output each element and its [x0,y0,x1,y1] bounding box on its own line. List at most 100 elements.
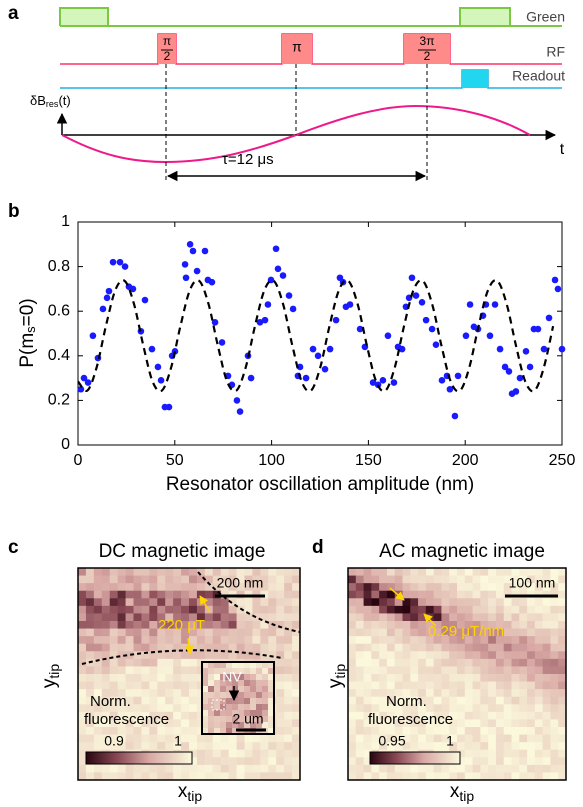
heatmap-pixel [519,757,528,766]
heatmap-pixel [394,696,403,705]
heatmap-pixel [173,734,182,743]
heatmap-pixel [534,575,544,584]
heatmap-frame [347,567,567,781]
heatmap-pixel [212,636,222,645]
heatmap-pixel [232,698,239,705]
heatmap-pixel [141,621,150,629]
heatmap-pixel [149,689,158,698]
heatmap-pixel [394,711,403,720]
heatmap-pixel [260,575,269,584]
heatmap-pixel [433,628,442,637]
heatmap-pixel [173,727,182,735]
heatmap-pixel [394,583,403,592]
heatmap-pixel [202,728,209,735]
heatmap-pixel [220,674,227,681]
heatmap-pixel [394,598,403,607]
heatmap-pixel [125,636,134,645]
heatmap-pixel [503,764,512,773]
heatmap-pixel [204,764,214,773]
heatmap-pixel [441,605,450,614]
heatmap-pixel [464,704,473,713]
heatmap-pixel [189,598,198,607]
heatmap-pixel [457,764,466,773]
heatmap-pixel [386,583,396,592]
heatmap-pixel [220,628,230,637]
heatmap-pixel [157,613,166,622]
data-point [379,377,387,384]
heatmap-pixel [464,575,473,584]
heatmap-pixel [181,605,190,614]
heatmap-pixel [117,696,126,705]
data-point [369,379,377,386]
heatmap-pixel [488,651,497,660]
heatmap-pixel [85,704,95,713]
heatmap-pixel [85,598,95,607]
heatmap-pixel [371,613,380,622]
heatmap-pixel [292,764,301,773]
data-point [289,305,297,313]
heatmap-pixel [268,772,277,781]
heatmap-pixel [394,636,403,645]
heatmap-pixel [117,764,126,773]
heatmap-pixel [196,583,206,592]
x-tick-label: 250 [549,452,576,469]
heatmap-pixel [550,704,559,713]
heatmap-pixel [472,605,481,614]
heatmap-pixel [284,568,293,576]
heatmap-pixel [527,568,536,576]
heatmap-pixel [534,628,544,637]
heatmap-pixel [208,704,215,711]
heatmap-pixel [418,643,427,652]
heatmap-pixel [488,749,497,758]
heatmap-pixel [534,689,544,698]
heatmap-pixel [189,719,198,728]
heatmap-pixel [292,674,301,682]
heatmap-pixel [173,568,182,576]
heatmap-pixel [472,613,481,622]
heatmap-pixel [495,613,505,622]
heatmap-pixel [457,643,466,652]
heatmap-pixel [133,696,142,705]
panel-label: a [8,3,19,24]
heatmap-pixel [101,734,111,743]
heatmap-pixel [410,590,419,599]
pulse-label: 2 [424,49,431,63]
heatmap-pixel [363,628,372,637]
heatmap-pixel [276,598,285,607]
heatmap-pixel [472,742,481,751]
heatmap-pixel [449,575,458,584]
heatmap-pixel [268,716,275,723]
heatmap-pixel [457,704,466,713]
heatmap-pixel [503,711,512,720]
heatmap-pixel [214,698,221,705]
heatmap-pixel [472,711,481,720]
heatmap-pixel [495,681,505,690]
heatmap-pixel [202,692,209,699]
heatmap-pixel [542,734,551,743]
heatmap-pixel [449,583,458,592]
data-point [165,403,173,411]
heatmap-pixel [236,636,245,645]
heatmap-pixel [173,605,182,614]
y-tick-label: 0.6 [48,302,70,319]
heatmap-pixel [355,734,364,743]
heatmap-pixel [355,764,364,773]
panel-title: DC magnetic image [99,541,266,562]
heatmap-pixel [550,636,559,645]
heatmap-pixel [204,651,214,660]
heatmap-pixel [141,674,150,682]
heatmap-pixel [78,757,87,766]
data-point [486,332,494,340]
heatmap-pixel [394,658,403,667]
data-point [516,374,524,382]
heatmap-pixel [214,704,221,711]
heatmap-pixel [220,742,230,751]
heatmap-pixel [149,636,158,645]
heatmap-pixel [379,636,388,645]
heatmap-pixel [196,636,206,645]
heatmap-pixel [386,674,396,682]
heatmap-pixel [355,628,364,637]
heatmap-pixel [355,613,364,622]
heatmap-pixel [433,598,442,607]
heatmap-pixel [204,643,214,652]
